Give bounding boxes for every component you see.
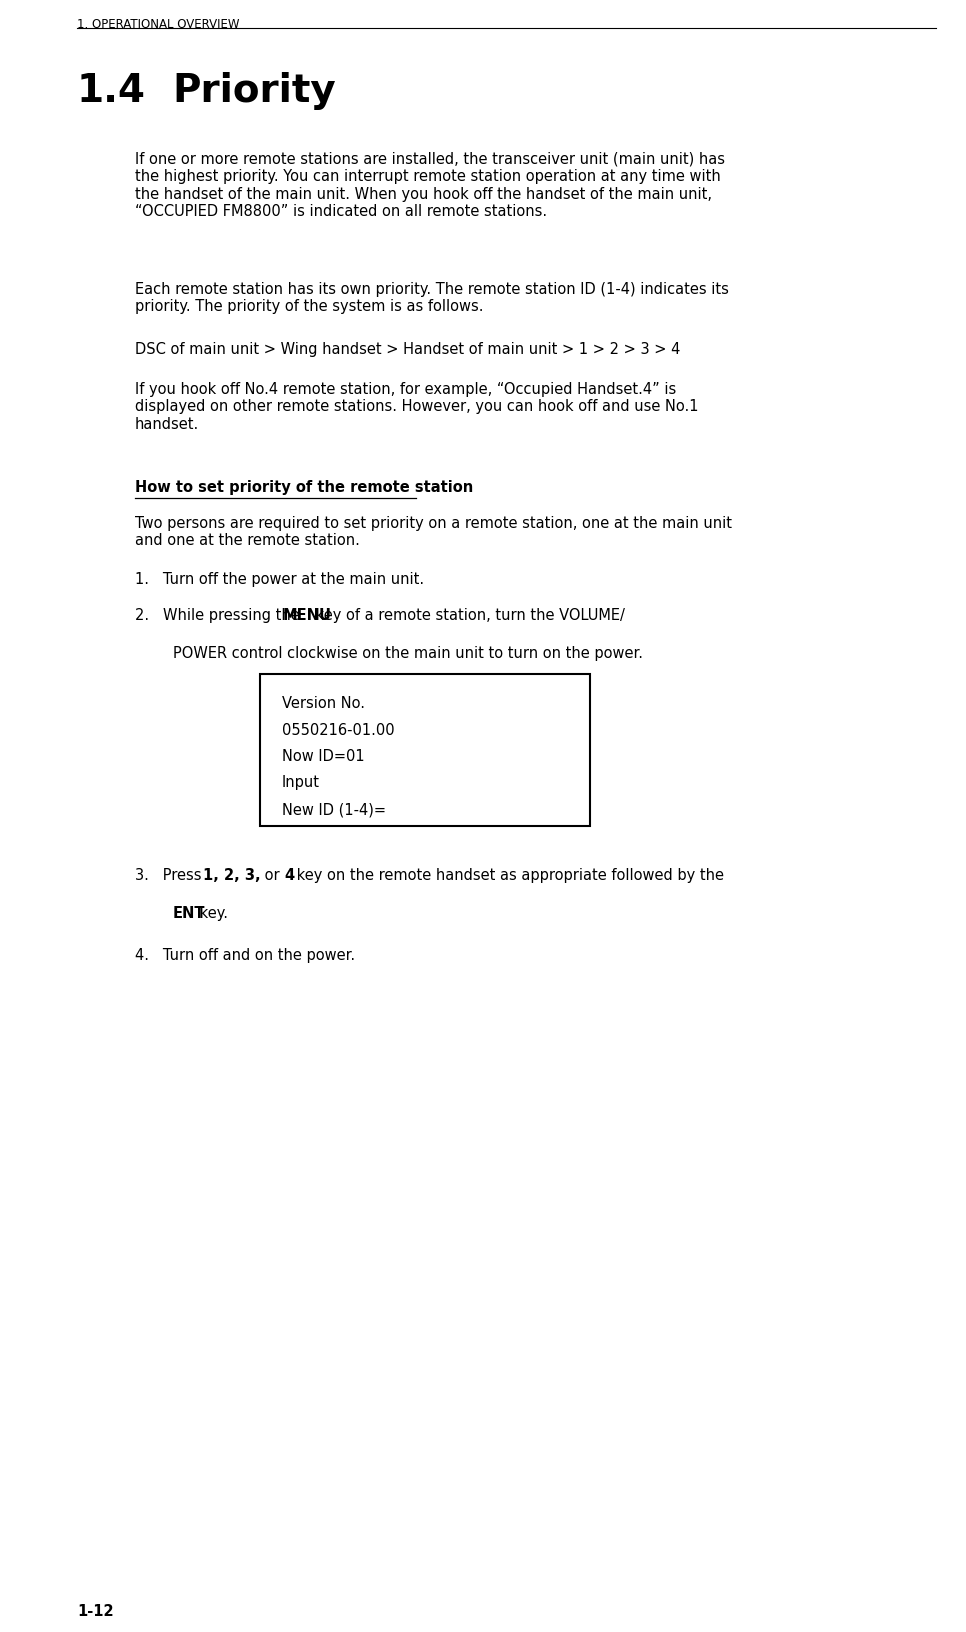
Text: key.: key.: [194, 906, 228, 920]
Text: 1.4: 1.4: [77, 72, 146, 109]
Text: Now ID=01: Now ID=01: [282, 749, 364, 764]
Text: 1.   Turn off the power at the main unit.: 1. Turn off the power at the main unit.: [135, 571, 424, 588]
Text: Two persons are required to set priority on a remote station, one at the main un: Two persons are required to set priority…: [135, 516, 732, 548]
Text: 4.   Turn off and on the power.: 4. Turn off and on the power.: [135, 948, 355, 963]
Text: DSC of main unit > Wing handset > Handset of main unit > 1 > 2 > 3 > 4: DSC of main unit > Wing handset > Handse…: [135, 343, 680, 357]
Text: ENT: ENT: [173, 906, 206, 920]
Text: 1. OPERATIONAL OVERVIEW: 1. OPERATIONAL OVERVIEW: [77, 18, 240, 31]
Text: 1-12: 1-12: [77, 1604, 114, 1619]
Text: Priority: Priority: [172, 72, 336, 109]
Bar: [260, 674, 590, 826]
Text: How to set priority of the remote station: How to set priority of the remote statio…: [135, 480, 473, 494]
Text: key on the remote handset as appropriate followed by the: key on the remote handset as appropriate…: [292, 868, 724, 883]
Text: New ID (1-4)=: New ID (1-4)=: [282, 801, 386, 818]
Text: Version No.: Version No.: [282, 695, 365, 712]
Text: key of a remote station, turn the VOLUME/: key of a remote station, turn the VOLUME…: [311, 609, 625, 623]
Text: POWER control clockwise on the main unit to turn on the power.: POWER control clockwise on the main unit…: [173, 646, 643, 661]
Text: Input: Input: [282, 775, 320, 790]
Text: 0550216-01.00: 0550216-01.00: [282, 723, 395, 738]
Text: If one or more remote stations are installed, the transceiver unit (main unit) h: If one or more remote stations are insta…: [135, 152, 725, 219]
Text: 2.   While pressing the: 2. While pressing the: [135, 609, 304, 623]
Text: or: or: [260, 868, 285, 883]
Text: 1, 2, 3,: 1, 2, 3,: [203, 868, 260, 883]
Text: 3.   Press: 3. Press: [135, 868, 206, 883]
Text: Each remote station has its own priority. The remote station ID (1-4) indicates : Each remote station has its own priority…: [135, 282, 729, 315]
Text: 4: 4: [285, 868, 295, 883]
Text: MENU: MENU: [283, 609, 331, 623]
Text: If you hook off No.4 remote station, for example, “Occupied Handset.4” is
displa: If you hook off No.4 remote station, for…: [135, 382, 698, 432]
